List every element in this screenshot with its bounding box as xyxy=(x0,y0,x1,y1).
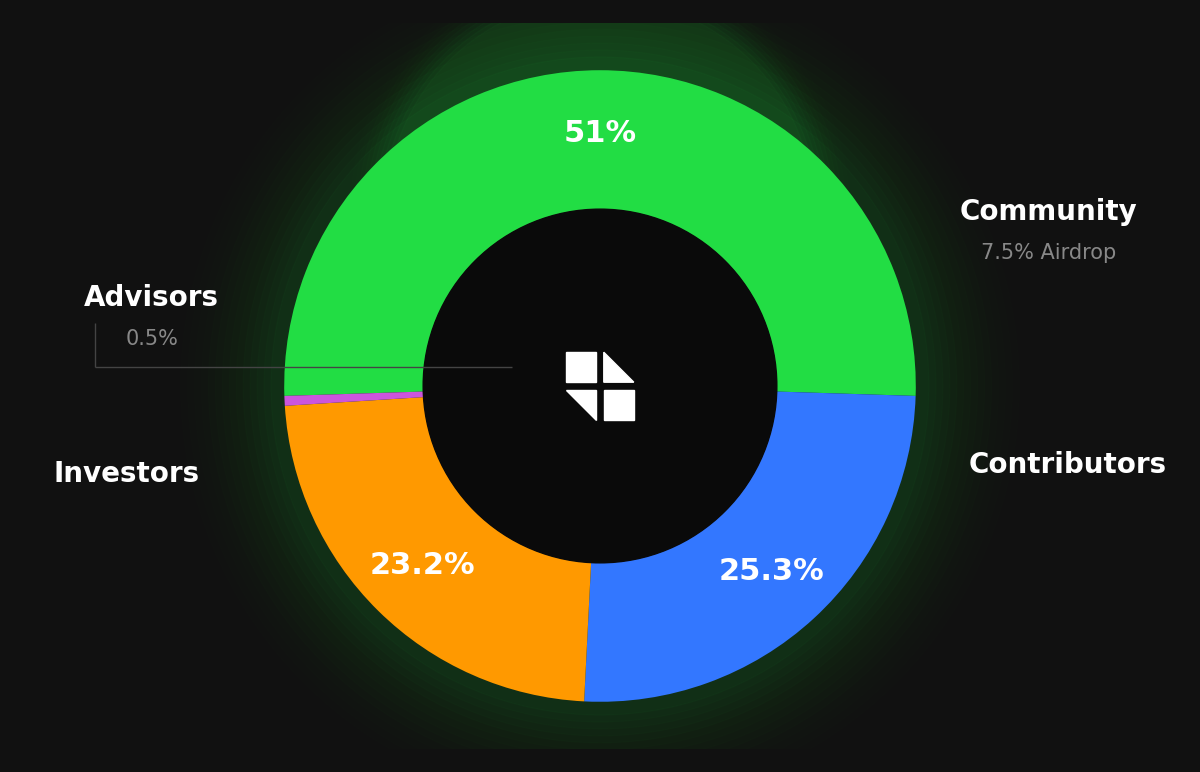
Text: 25.3%: 25.3% xyxy=(719,557,824,586)
Text: Contributors: Contributors xyxy=(968,451,1166,479)
Wedge shape xyxy=(584,391,916,702)
Text: Advisors: Advisors xyxy=(84,283,220,312)
Text: 23.2%: 23.2% xyxy=(370,551,475,581)
Bar xyxy=(604,390,634,420)
Polygon shape xyxy=(604,352,634,382)
Wedge shape xyxy=(284,397,592,702)
Wedge shape xyxy=(284,70,916,396)
Text: 7.5% Airdrop: 7.5% Airdrop xyxy=(980,243,1116,263)
Bar xyxy=(566,352,596,382)
Circle shape xyxy=(424,209,776,563)
Wedge shape xyxy=(284,391,424,406)
Polygon shape xyxy=(566,390,596,420)
Text: 51%: 51% xyxy=(564,119,636,148)
Text: 0.5%: 0.5% xyxy=(125,329,178,349)
Text: Investors: Investors xyxy=(53,460,199,489)
Text: Community: Community xyxy=(960,198,1138,226)
